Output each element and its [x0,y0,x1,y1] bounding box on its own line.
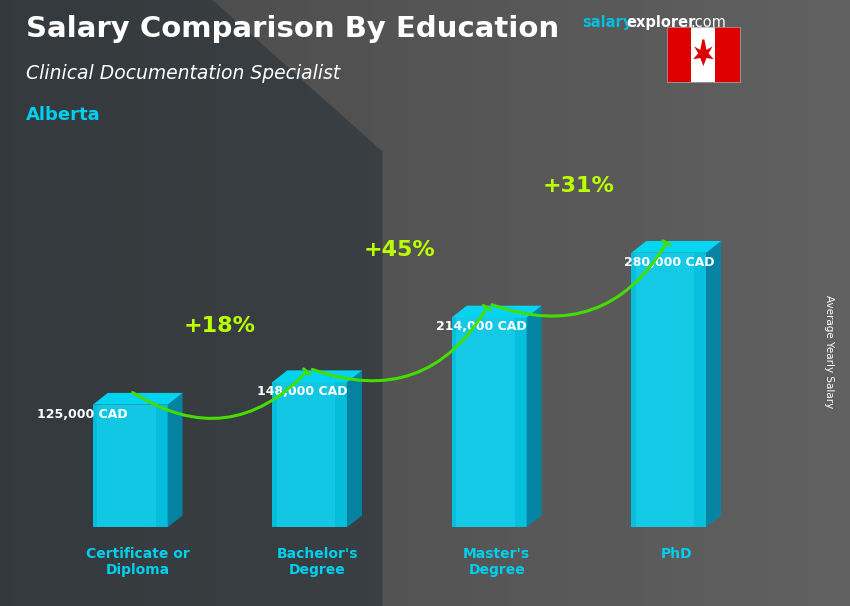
Polygon shape [632,253,706,527]
Polygon shape [636,253,694,527]
Text: .com: .com [690,15,726,30]
Polygon shape [693,39,714,66]
Polygon shape [632,241,721,253]
Text: 280,000 CAD: 280,000 CAD [624,256,714,268]
Text: Clinical Documentation Specialist: Clinical Documentation Specialist [26,64,340,82]
Text: +18%: +18% [184,316,256,336]
Text: salary: salary [582,15,632,30]
Text: Master's
Degree: Master's Degree [463,547,530,577]
Polygon shape [93,393,183,405]
Polygon shape [347,370,362,527]
Text: Bachelor's
Degree: Bachelor's Degree [276,547,358,577]
Polygon shape [272,370,362,382]
Text: Certificate or
Diploma: Certificate or Diploma [86,547,190,577]
Text: +31%: +31% [543,176,615,196]
Polygon shape [277,382,335,527]
Polygon shape [97,405,156,527]
Polygon shape [452,318,527,527]
Text: +45%: +45% [364,241,435,261]
Text: 125,000 CAD: 125,000 CAD [37,408,128,421]
Polygon shape [452,305,541,318]
Text: PhD: PhD [660,547,692,561]
Polygon shape [167,393,183,527]
Text: Salary Comparison By Education: Salary Comparison By Education [26,15,558,43]
Polygon shape [0,0,382,606]
Text: Alberta: Alberta [26,106,100,124]
Text: 214,000 CAD: 214,000 CAD [436,321,527,333]
Polygon shape [456,318,515,527]
Polygon shape [667,27,691,82]
Polygon shape [706,241,721,527]
Text: 148,000 CAD: 148,000 CAD [257,385,348,398]
Polygon shape [272,382,347,527]
Polygon shape [527,305,541,527]
Polygon shape [716,27,740,82]
Text: explorer: explorer [626,15,696,30]
Polygon shape [93,405,167,527]
Text: Average Yearly Salary: Average Yearly Salary [824,295,834,408]
